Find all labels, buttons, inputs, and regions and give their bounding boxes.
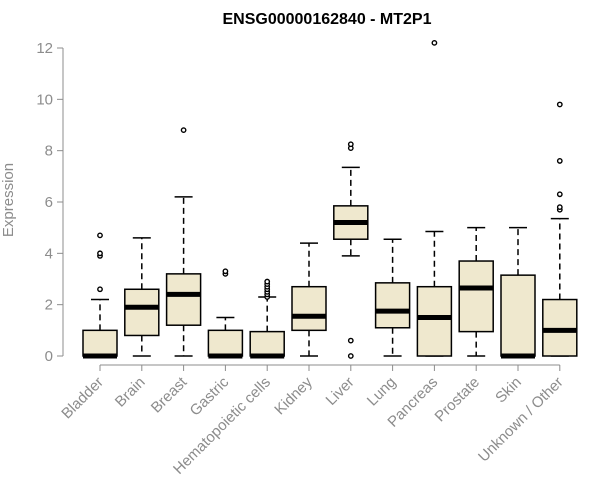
x-tick-label: Liver: [323, 374, 358, 409]
y-tick-label: 8: [45, 143, 53, 160]
outlier-point: [556, 101, 563, 108]
x-tick-label: Kidney: [271, 373, 316, 418]
outlier-point: [431, 39, 438, 46]
iqr-box: [500, 274, 536, 357]
outlier-point: [97, 286, 103, 293]
x-tick-label: Prostate: [431, 374, 483, 426]
x-tick-label: Brain: [112, 374, 149, 411]
y-axis-label: Expression: [0, 163, 17, 237]
iqr-box: [82, 329, 118, 357]
iqr-box: [249, 330, 285, 357]
outlier-point: [556, 158, 563, 164]
y-tick-label: 10: [36, 91, 53, 108]
box-bladder: [82, 232, 118, 359]
x-tick-label: Skin: [492, 374, 525, 407]
box-liver: [333, 141, 369, 359]
box-kidney: [291, 242, 327, 357]
y-axis: 0 2 4 6 8 10 12: [36, 40, 64, 365]
box-unknown-other: [542, 101, 578, 357]
outlier-point: [556, 204, 563, 211]
iqr-box: [458, 260, 494, 333]
outlier-point: [180, 127, 187, 134]
iqr-box: [374, 282, 411, 329]
y-tick-label: 4: [45, 245, 53, 262]
box-hematopoietic-cells: [249, 278, 285, 359]
y-tick-label: 12: [36, 40, 53, 57]
iqr-box: [291, 285, 327, 332]
outlier-point: [97, 250, 103, 257]
iqr-box: [207, 329, 244, 357]
outlier-point: [347, 353, 354, 359]
box-brain: [124, 237, 160, 357]
outlier-point: [264, 278, 271, 285]
box-skin: [500, 226, 536, 359]
outlier-point: [97, 232, 103, 239]
outlier-point: [556, 191, 563, 198]
box-gastric: [207, 268, 244, 359]
iqr-box: [416, 285, 453, 357]
y-tick-label: 0: [45, 348, 53, 365]
iqr-box: [542, 298, 578, 357]
chart-title: ENSG00000162840 - MT2P1: [222, 11, 431, 28]
outlier-point: [347, 141, 354, 148]
box-pancreas: [416, 39, 453, 357]
box-group: [82, 39, 578, 359]
x-tick-label: Bladder: [58, 374, 107, 423]
y-tick-label: 6: [45, 194, 53, 211]
outlier-point: [222, 268, 229, 275]
x-tick-label: Breast: [148, 373, 191, 416]
y-tick-label: 2: [45, 297, 53, 314]
outlier-point: [347, 337, 354, 344]
iqr-box: [165, 273, 202, 326]
box-lung: [374, 238, 411, 357]
iqr-box: [124, 288, 160, 337]
x-tick-label: Lung: [364, 374, 400, 410]
box-prostate: [458, 226, 494, 357]
box-breast: [165, 127, 202, 357]
